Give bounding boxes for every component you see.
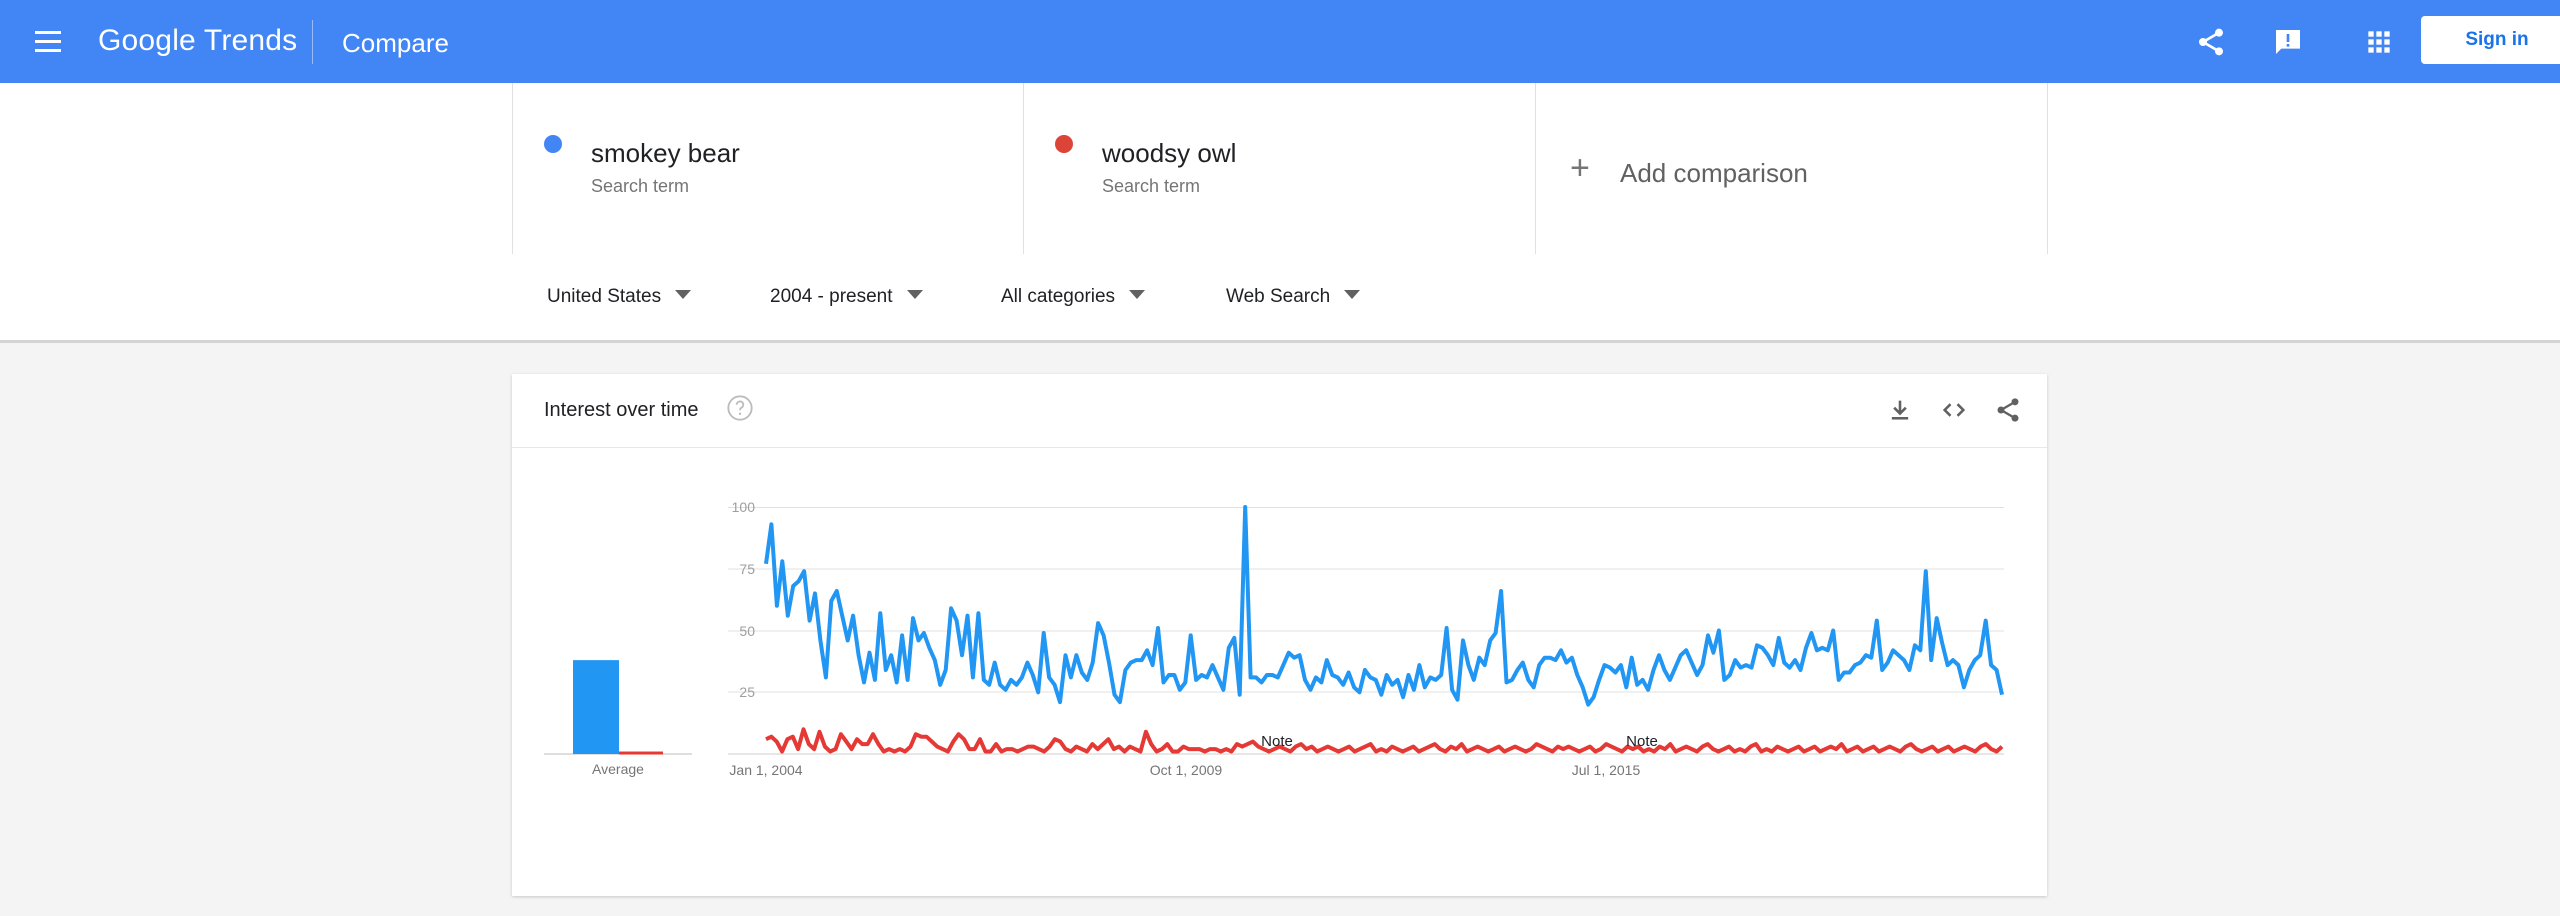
apps-icon[interactable]: [2363, 26, 2395, 58]
search-type-filter[interactable]: Web Search: [1226, 286, 1361, 308]
interest-over-time-card: Interest over time 100 75 50 2: [512, 374, 2047, 896]
average-bar-smokey-bear: [573, 660, 619, 754]
average-bar-woodsy-owl: [619, 751, 663, 755]
series-line-smokey-bear: [764, 505, 2004, 707]
chevron-down-icon: [906, 290, 923, 299]
add-comparison-button[interactable]: + Add comparison: [1535, 83, 2048, 254]
term-color-dot: [544, 135, 562, 153]
time-range-filter[interactable]: 2004 - present: [770, 286, 923, 308]
sign-in-button[interactable]: Sign in: [2421, 16, 2560, 64]
add-comparison-label: Add comparison: [1620, 158, 1808, 188]
y-tick-labels: 100 75 50 25: [732, 499, 756, 700]
y-tick-label: 100: [732, 499, 756, 515]
help-icon[interactable]: [726, 394, 754, 422]
term-name: smokey bear: [591, 138, 740, 168]
share-icon[interactable]: [2195, 26, 2227, 58]
feedback-icon[interactable]: [2272, 26, 2304, 58]
y-grid: [728, 507, 2004, 755]
x-tick-labels: Jan 1, 2004 Oct 1, 2009 Jul 1, 2015: [729, 762, 1640, 778]
card-title: Interest over time: [544, 399, 699, 421]
y-tick-label: 75: [739, 561, 755, 577]
category-filter[interactable]: All categories: [1001, 286, 1146, 308]
chevron-down-icon: [675, 290, 692, 299]
y-tick-label: 50: [739, 623, 755, 639]
term-subtitle: Search term: [1102, 176, 1201, 196]
search-type-filter-label: Web Search: [1226, 286, 1331, 307]
region-filter[interactable]: United States: [547, 286, 692, 308]
x-tick-label: Oct 1, 2009: [1150, 762, 1223, 778]
term-subtitle: Search term: [591, 176, 690, 196]
page-title: Compare: [342, 28, 449, 58]
term-card-woodsy-owl[interactable]: woodsy owl Search term: [1023, 83, 1533, 254]
embed-icon[interactable]: [1940, 396, 1968, 424]
chevron-down-icon: [1129, 290, 1146, 299]
series-line-woodsy-owl: [765, 727, 2004, 754]
region-filter-label: United States: [547, 286, 662, 307]
time-range-filter-label: 2004 - present: [770, 286, 893, 307]
x-tick-label: Jul 1, 2015: [1572, 762, 1641, 778]
x-tick-label: Jan 1, 2004: [729, 762, 802, 778]
download-icon[interactable]: [1886, 396, 1914, 424]
note-annotation[interactable]: Note: [1261, 733, 1293, 750]
chevron-down-icon: [1344, 290, 1361, 299]
comparison-terms-bar: smokey bear Search term woodsy owl Searc…: [0, 83, 2560, 255]
y-tick-label: 25: [739, 684, 755, 700]
term-card-smokey-bear[interactable]: smokey bear Search term: [512, 83, 1022, 254]
header-divider: [312, 20, 313, 64]
average-label: Average: [592, 761, 644, 777]
share-icon[interactable]: [1994, 396, 2022, 424]
filters-bar: United States 2004 - present All categor…: [0, 254, 2560, 343]
menu-icon[interactable]: [30, 25, 66, 57]
term-name: woodsy owl: [1102, 138, 1237, 168]
plus-icon: +: [1570, 149, 1590, 187]
google-trends-logo[interactable]: Google Trends: [98, 24, 298, 57]
term-color-dot: [1055, 135, 1073, 153]
interest-over-time-chart: 100 75 50 25 Jan 1, 2004 Oct 1, 2009 Jul…: [544, 499, 2004, 778]
note-annotation[interactable]: Note: [1626, 733, 1658, 750]
app-bar: Google Trends Compare Sign in: [0, 0, 2560, 83]
card-header: Interest over time: [512, 374, 2047, 448]
category-filter-label: All categories: [1001, 286, 1116, 307]
